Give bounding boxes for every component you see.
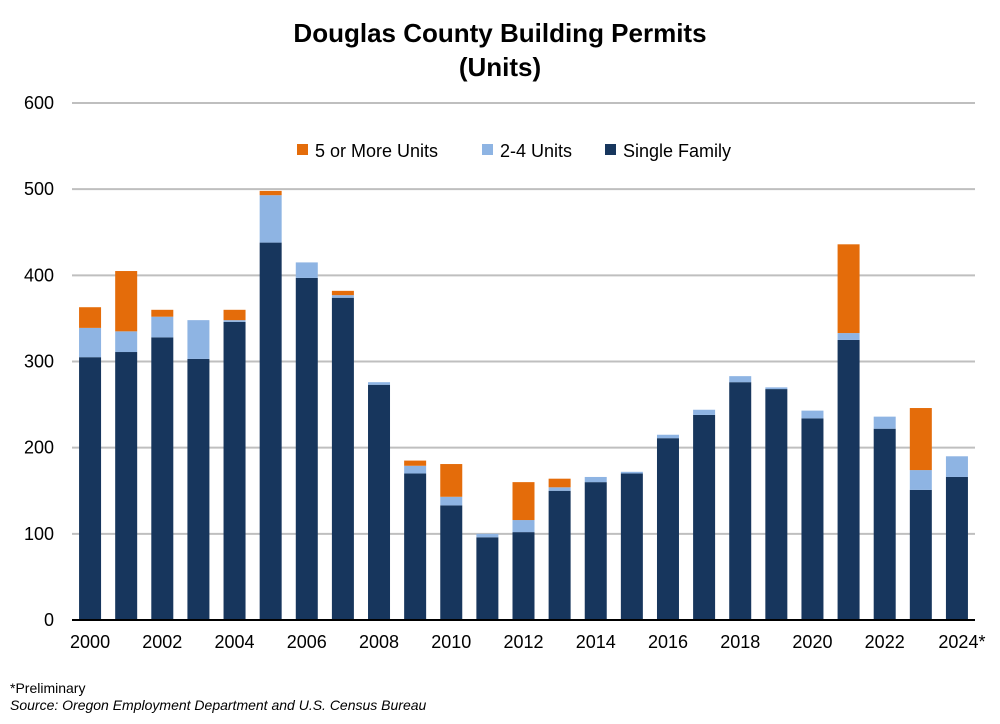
- bar-single-family-2024: [945, 476, 968, 620]
- bar-single-family-2020: [801, 418, 824, 620]
- bar-5-or-more-units-2010: [440, 464, 463, 497]
- bar-single-family-2000: [79, 357, 102, 620]
- y-tick-label: 200: [24, 438, 54, 458]
- legend-label: Single Family: [623, 141, 731, 161]
- bar-single-family-2016: [656, 438, 679, 620]
- bar-5-or-more-units-2005: [259, 190, 282, 196]
- bar-2-4-units-2016: [656, 434, 679, 439]
- bar-single-family-2018: [729, 382, 752, 620]
- bar-2-4-units-2011: [476, 533, 499, 538]
- bar-2-4-units-2010: [440, 496, 463, 506]
- bar-single-family-2013: [548, 490, 571, 620]
- legend-swatch-2-4-units: [482, 144, 493, 155]
- bar-single-family-2023: [909, 489, 932, 620]
- source-note: Source: Oregon Employment Department and…: [10, 697, 427, 713]
- x-tick-label: 2014: [576, 632, 616, 652]
- bar-2-4-units-2003: [187, 320, 210, 359]
- footnote: *Preliminary: [10, 680, 86, 696]
- x-tick-label: 2000: [70, 632, 110, 652]
- bar-2-4-units-2006: [295, 262, 318, 278]
- bar-2-4-units-2005: [259, 195, 282, 243]
- bar-2-4-units-2000: [79, 327, 102, 358]
- x-tick-label: 2018: [720, 632, 760, 652]
- bar-2-4-units-2007: [331, 295, 354, 298]
- bar-2-4-units-2017: [693, 409, 716, 415]
- y-tick-label: 0: [44, 610, 54, 630]
- bar-single-family-2002: [151, 337, 174, 620]
- bar-5-or-more-units-2004: [223, 309, 246, 321]
- x-tick-label: 2006: [287, 632, 327, 652]
- bar-2-4-units-2004: [223, 320, 246, 322]
- chart-subtitle: (Units): [458, 52, 542, 82]
- legend-swatch-single-family: [605, 144, 616, 155]
- y-tick-label: 400: [24, 265, 54, 285]
- bar-2-4-units-2013: [548, 487, 571, 491]
- bar-single-family-2015: [620, 473, 643, 620]
- x-tick-label: 2002: [142, 632, 182, 652]
- bar-2-4-units-2009: [404, 465, 427, 474]
- chart-title: Douglas County Building Permits: [293, 18, 707, 48]
- x-tick-label: 2022: [865, 632, 905, 652]
- bar-single-family-2019: [765, 389, 788, 620]
- legend-label: 2-4 Units: [500, 141, 572, 161]
- bar-2-4-units-2022: [873, 416, 896, 429]
- bar-5-or-more-units-2001: [115, 271, 138, 332]
- y-tick-label: 600: [24, 93, 54, 113]
- bar-single-family-2006: [295, 277, 318, 620]
- bar-2-4-units-2002: [151, 316, 174, 338]
- y-tick-label: 100: [24, 524, 54, 544]
- x-tick-label: 2004: [215, 632, 255, 652]
- bar-single-family-2021: [837, 339, 860, 620]
- bar-2-4-units-2001: [115, 331, 138, 353]
- bar-single-family-2001: [115, 352, 138, 620]
- bar-single-family-2003: [187, 358, 210, 620]
- bar-5-or-more-units-2000: [79, 307, 102, 328]
- bar-single-family-2011: [476, 537, 499, 620]
- x-tick-label: 2012: [503, 632, 543, 652]
- bar-2-4-units-2024: [945, 456, 968, 477]
- bar-single-family-2009: [404, 473, 427, 620]
- bar-5-or-more-units-2007: [331, 290, 354, 296]
- bar-2-4-units-2014: [584, 476, 607, 483]
- bar-2-4-units-2018: [729, 376, 752, 383]
- bar-2-4-units-2020: [801, 410, 824, 419]
- bar-single-family-2005: [259, 242, 282, 620]
- bar-2-4-units-2021: [837, 333, 860, 340]
- bar-5-or-more-units-2023: [909, 408, 932, 471]
- y-tick-label: 300: [24, 352, 54, 372]
- bar-2-4-units-2008: [368, 382, 391, 385]
- bar-single-family-2007: [331, 297, 354, 620]
- legend-label: 5 or More Units: [315, 141, 438, 161]
- y-tick-label: 500: [24, 179, 54, 199]
- x-tick-label: 2010: [431, 632, 471, 652]
- bar-5-or-more-units-2009: [404, 460, 427, 466]
- legend-swatch-5-or-more-units: [297, 144, 308, 155]
- bar-5-or-more-units-2013: [548, 478, 571, 488]
- bar-single-family-2008: [368, 384, 391, 620]
- bar-5-or-more-units-2012: [512, 482, 535, 521]
- x-tick-label: 2020: [792, 632, 832, 652]
- bar-5-or-more-units-2021: [837, 244, 860, 334]
- x-tick-label: 2008: [359, 632, 399, 652]
- x-tick-label: 2024*: [938, 632, 985, 652]
- bar-single-family-2017: [693, 414, 716, 620]
- bar-5-or-more-units-2002: [151, 309, 174, 317]
- bar-2-4-units-2012: [512, 520, 535, 533]
- bar-single-family-2012: [512, 532, 535, 620]
- bar-2-4-units-2015: [620, 471, 643, 474]
- x-tick-label: 2016: [648, 632, 688, 652]
- bar-single-family-2014: [584, 482, 607, 620]
- bar-single-family-2004: [223, 321, 246, 620]
- bar-single-family-2022: [873, 428, 896, 620]
- bar-2-4-units-2019: [765, 387, 788, 390]
- bar-single-family-2010: [440, 505, 463, 620]
- bar-2-4-units-2023: [909, 470, 932, 490]
